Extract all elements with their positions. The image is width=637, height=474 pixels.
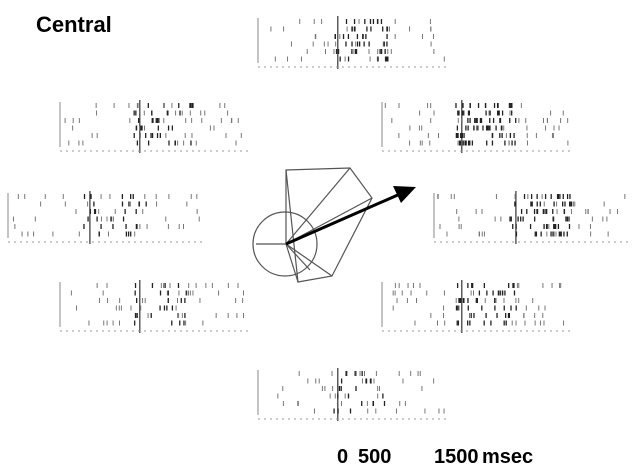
raster-left [7, 191, 203, 244]
time-tick-500: 500 [358, 446, 391, 468]
raster-up [257, 16, 448, 69]
time-unit: msec [482, 446, 533, 468]
arm-line [285, 243, 311, 271]
raster-down [257, 368, 448, 421]
arm-line [285, 167, 351, 245]
time-tick-1500: 1500 [434, 446, 479, 468]
raster-right [433, 191, 629, 244]
arm-line [285, 243, 333, 277]
raster-up-right [381, 100, 572, 153]
workspace-pentagon [285, 167, 373, 283]
population-vector-arrow [285, 186, 416, 246]
raster-down-left [59, 280, 250, 333]
raster-group [7, 16, 629, 421]
center-diagram [252, 167, 373, 283]
raster-up-left [59, 100, 250, 153]
time-tick-0: 0 [337, 446, 348, 468]
arm-circle [252, 211, 318, 277]
arm-line [285, 243, 299, 283]
figure-title: Central [36, 12, 112, 37]
raster-down-right [381, 280, 572, 333]
